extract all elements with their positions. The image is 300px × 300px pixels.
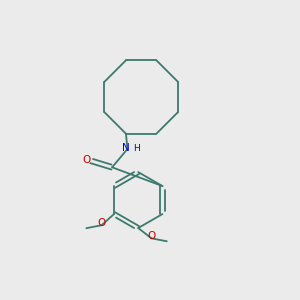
Text: N: N: [122, 143, 130, 153]
Text: O: O: [82, 155, 91, 165]
Text: O: O: [98, 218, 106, 228]
Text: O: O: [147, 231, 156, 241]
Text: H: H: [133, 144, 140, 153]
